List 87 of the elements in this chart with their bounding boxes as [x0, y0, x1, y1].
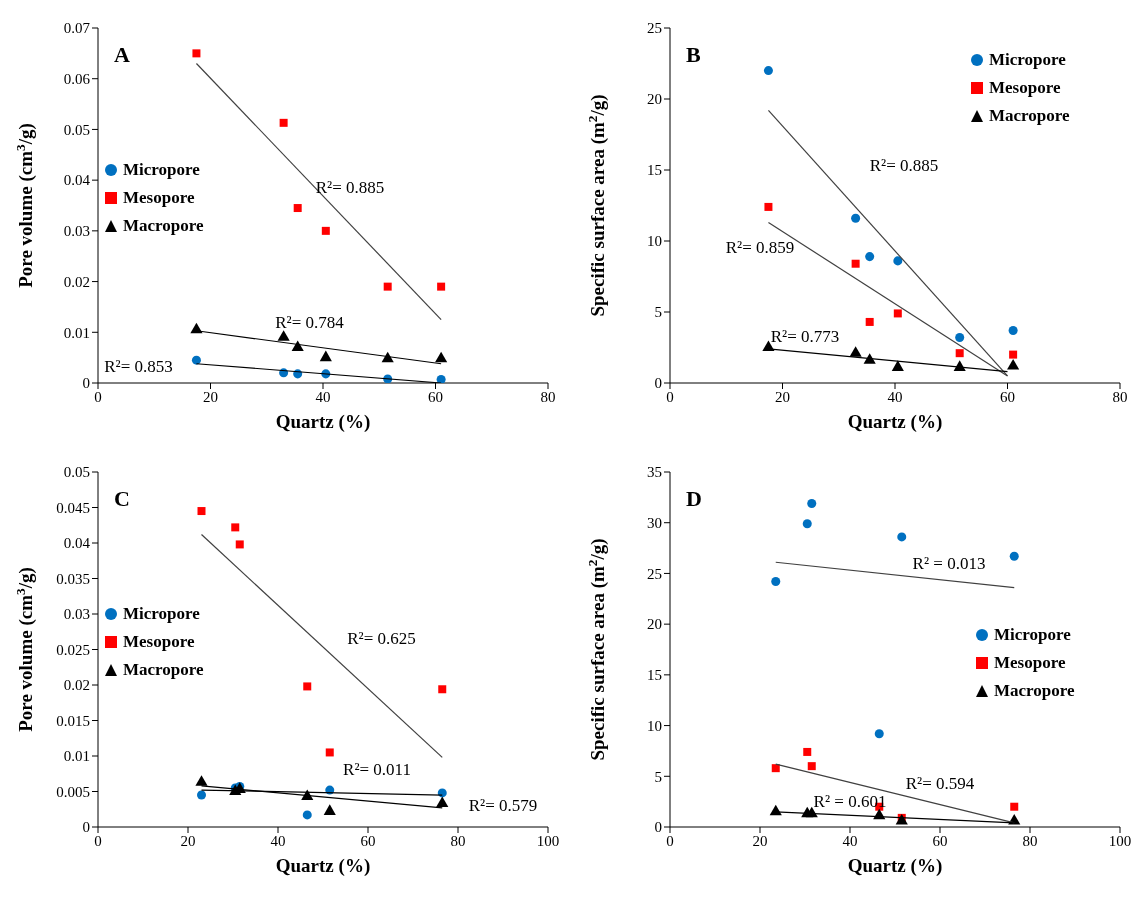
annotation: R²= 0.784 [275, 312, 344, 333]
x-axis-title: Quartz (%) [275, 855, 371, 877]
x-tick-label: 20 [180, 832, 196, 849]
legend-label: Micropore [122, 602, 201, 625]
legend-label: Mesopore [993, 652, 1067, 675]
x-axis-title: Quartz (%) [275, 411, 371, 433]
x-tick-label: 20 [775, 388, 790, 405]
y-tick-label: 15 [647, 667, 662, 684]
y-tick-label: 0.06 [63, 71, 91, 88]
x-tick-label: 20 [203, 388, 218, 405]
text: B [686, 42, 701, 68]
y-tick-label: 0.05 [63, 121, 90, 138]
annotation: R²= 0.885 [869, 156, 939, 177]
x-tick-label: 40 [315, 388, 331, 405]
x-tick-label: 60 [360, 832, 376, 849]
y-tick-label: 30 [647, 515, 662, 532]
y-tick-label: 35 [647, 464, 662, 481]
y-tick-label: 25 [647, 565, 662, 582]
x-tick-label: 80 [1112, 388, 1128, 405]
y-tick-label: 0 [654, 375, 662, 392]
x-tick-label: 80 [450, 832, 466, 849]
legend-label: Macropore [988, 105, 1070, 127]
y-tick-label: 5 [654, 304, 662, 321]
x-tick-label: 0 [94, 832, 102, 849]
legend-label: Micropore [122, 158, 201, 181]
annotation: R²= 0.859 [725, 238, 795, 259]
y-tick-label: 0.04 [63, 535, 91, 552]
annotation: R²= 0.773 [770, 326, 840, 347]
text: A [114, 42, 130, 68]
text: D [686, 486, 702, 512]
x-tick-label: 0 [94, 388, 102, 405]
annotation: R²= 0.594 [905, 774, 975, 795]
annotation: R² = 0.601 [813, 792, 887, 813]
x-axis-title: Quartz (%) [847, 411, 943, 433]
annotation: R² = 0.013 [912, 554, 986, 575]
x-tick-label: 100 [536, 832, 560, 849]
y-tick-label: 0.07 [63, 20, 91, 37]
legend-label: Mesopore [122, 630, 196, 653]
y-tick-label: 0 [654, 819, 662, 836]
legend-label: Micropore [993, 624, 1072, 647]
y-tick-label: 20 [647, 91, 662, 108]
legend-label: Mesopore [988, 77, 1062, 99]
x-tick-label: 0 [666, 388, 674, 405]
legend-label: Macropore [122, 214, 204, 237]
y-tick-label: 0.015 [56, 712, 90, 729]
annotation: R²= 0.625 [347, 628, 416, 649]
y-tick-label: 0.035 [56, 570, 90, 587]
y-tick-label: 0.045 [56, 499, 90, 516]
y-tick-label: 10 [647, 233, 662, 250]
y-tick-label: 0.025 [56, 641, 90, 658]
y-tick-label: 0.01 [63, 324, 90, 341]
annotation: R²= 0.885 [315, 177, 385, 198]
y-tick-label: 0 [82, 819, 90, 836]
x-tick-label: 100 [1108, 832, 1132, 849]
y-tick-label: 0 [82, 375, 90, 392]
x-tick-label: 60 [932, 832, 948, 849]
annotation: R²= 0.011 [343, 760, 411, 781]
x-tick-label: 40 [887, 388, 903, 405]
y-tick-label: 10 [647, 717, 662, 734]
y-tick-label: 0.01 [63, 748, 90, 765]
y-tick-label: 0.05 [63, 464, 90, 481]
x-tick-label: 60 [1000, 388, 1015, 405]
annotation: R²= 0.853 [104, 357, 173, 378]
legend-label: Macropore [993, 680, 1075, 703]
x-axis-title: Quartz (%) [847, 855, 943, 877]
x-tick-label: 80 [540, 388, 556, 405]
x-tick-label: 40 [842, 832, 858, 849]
annotation: R²= 0.579 [468, 795, 538, 816]
legend-label: Mesopore [122, 186, 196, 209]
legend-label: Micropore [988, 49, 1067, 71]
y-tick-label: 25 [647, 20, 662, 37]
y-tick-label: 0.005 [56, 783, 90, 800]
y-tick-label: 20 [647, 616, 662, 633]
y-tick-label: 0.04 [63, 172, 91, 189]
x-tick-label: 0 [666, 832, 674, 849]
x-tick-label: 80 [1022, 832, 1038, 849]
x-tick-label: 60 [428, 388, 443, 405]
y-tick-label: 5 [654, 768, 662, 785]
x-tick-label: 40 [270, 832, 286, 849]
y-tick-label: 0.03 [63, 606, 90, 623]
text: C [114, 486, 130, 512]
legend-label: Macropore [122, 658, 204, 681]
y-tick-label: 0.02 [63, 677, 90, 694]
y-tick-label: 15 [647, 162, 662, 179]
x-tick-label: 20 [752, 832, 768, 849]
y-tick-label: 0.03 [63, 223, 90, 240]
y-tick-label: 0.02 [63, 273, 90, 290]
